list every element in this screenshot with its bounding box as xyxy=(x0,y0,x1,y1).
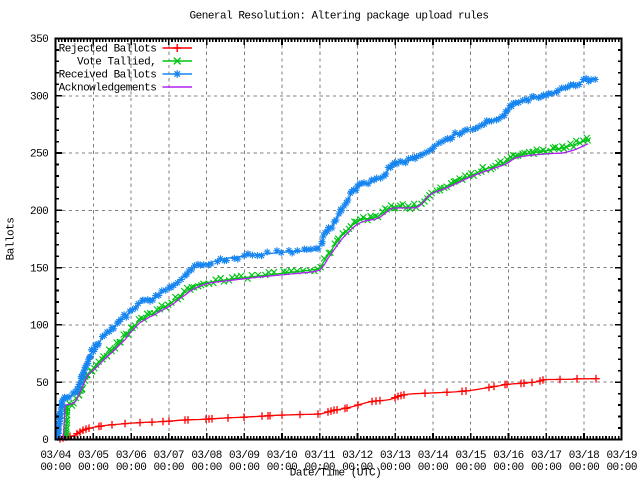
svg-text:03/07: 03/07 xyxy=(154,450,185,462)
svg-text:03/19: 03/19 xyxy=(606,450,637,462)
svg-text:00:00: 00:00 xyxy=(78,462,109,474)
svg-text:03/05: 03/05 xyxy=(78,450,109,462)
svg-text:00:00: 00:00 xyxy=(380,462,411,474)
svg-text:03/16: 03/16 xyxy=(493,450,524,462)
svg-text:03/09: 03/09 xyxy=(229,450,260,462)
svg-text:00:00: 00:00 xyxy=(305,462,336,474)
svg-text:00:00: 00:00 xyxy=(418,462,449,474)
svg-text:03/12: 03/12 xyxy=(342,450,373,462)
svg-text:00:00: 00:00 xyxy=(493,462,524,474)
svg-text:50: 50 xyxy=(36,378,48,390)
svg-text:03/13: 03/13 xyxy=(380,450,411,462)
svg-text:Vote Tallied,: Vote Tallied, xyxy=(77,57,156,69)
svg-text:03/10: 03/10 xyxy=(267,450,298,462)
svg-text:00:00: 00:00 xyxy=(455,462,486,474)
svg-text:03/17: 03/17 xyxy=(531,450,562,462)
svg-text:00:00: 00:00 xyxy=(191,462,222,474)
svg-text:General Resolution: Altering p: General Resolution: Altering package upl… xyxy=(190,11,489,23)
svg-text:250: 250 xyxy=(30,149,48,161)
svg-text:00:00: 00:00 xyxy=(606,462,637,474)
svg-text:00:00: 00:00 xyxy=(267,462,298,474)
svg-text:100: 100 xyxy=(30,321,48,333)
svg-text:03/18: 03/18 xyxy=(569,450,600,462)
svg-text:03/11: 03/11 xyxy=(305,450,336,462)
svg-text:0: 0 xyxy=(42,435,48,447)
svg-text:200: 200 xyxy=(30,206,48,218)
svg-text:00:00: 00:00 xyxy=(40,462,71,474)
svg-text:Date/Time (UTC): Date/Time (UTC) xyxy=(290,468,382,480)
svg-text:03/06: 03/06 xyxy=(116,450,147,462)
svg-text:03/08: 03/08 xyxy=(191,450,222,462)
svg-text:00:00: 00:00 xyxy=(154,462,185,474)
svg-text:00:00: 00:00 xyxy=(229,462,260,474)
svg-text:Ballots: Ballots xyxy=(6,218,18,261)
svg-text:03/14: 03/14 xyxy=(418,450,449,462)
svg-text:300: 300 xyxy=(30,92,48,104)
svg-text:00:00: 00:00 xyxy=(531,462,562,474)
svg-text:00:00: 00:00 xyxy=(342,462,373,474)
svg-text:150: 150 xyxy=(30,263,48,275)
svg-text:Acknowledgements: Acknowledgements xyxy=(59,83,157,95)
svg-text:03/15: 03/15 xyxy=(455,450,486,462)
svg-text:00:00: 00:00 xyxy=(569,462,600,474)
svg-text:00:00: 00:00 xyxy=(116,462,147,474)
svg-text:350: 350 xyxy=(30,34,48,46)
svg-text:Rejected Ballots: Rejected Ballots xyxy=(59,44,157,56)
svg-text:03/04: 03/04 xyxy=(40,450,71,462)
svg-text:Received Ballots: Received Ballots xyxy=(59,70,157,82)
